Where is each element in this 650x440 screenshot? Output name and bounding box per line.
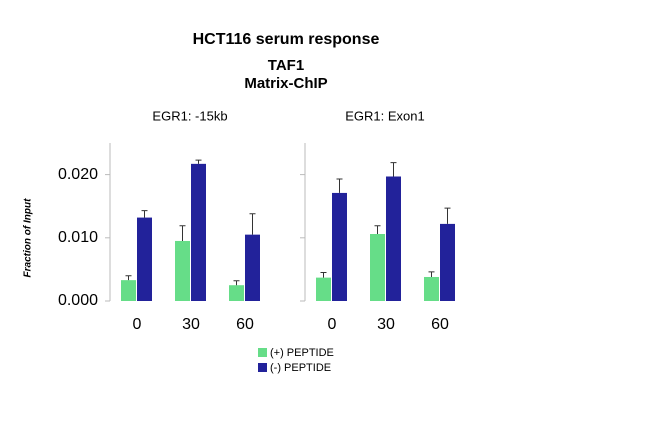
- error-bar: [195, 159, 202, 164]
- error-bar: [336, 178, 343, 193]
- bar: [386, 176, 401, 301]
- x-tick-label: 60: [236, 316, 254, 333]
- bar: [175, 240, 190, 301]
- bar: [137, 217, 152, 301]
- panel-title: EGR1: Exon1: [345, 108, 425, 123]
- error-bar: [444, 207, 451, 224]
- x-tick-label: 0: [133, 316, 142, 333]
- y-tick-label: 0.000: [58, 292, 98, 309]
- y-tick-label: 0.010: [58, 229, 98, 246]
- error-bar: [125, 275, 132, 281]
- error-bar: [141, 210, 148, 218]
- legend-label: (+) PEPTIDE: [270, 347, 334, 359]
- y-axis-label: Fraction of Input: [23, 198, 34, 278]
- error-bar: [374, 225, 381, 235]
- bar: [316, 277, 331, 301]
- bar: [440, 223, 455, 301]
- error-bar: [249, 213, 256, 235]
- error-bar: [428, 271, 435, 277]
- x-tick-label: 30: [182, 316, 200, 333]
- x-tick-label: 30: [377, 316, 395, 333]
- error-bar: [233, 280, 240, 286]
- error-bar: [320, 272, 327, 278]
- chart-subtitle: TAF1: [268, 57, 304, 74]
- bar: [191, 163, 206, 301]
- chart-title: HCT116 serum response: [193, 31, 380, 48]
- x-tick-label: 60: [431, 316, 449, 333]
- bar: [121, 280, 136, 301]
- bar: [245, 234, 260, 301]
- error-bar: [390, 162, 397, 177]
- chart-subtitle: Matrix-ChIP: [244, 75, 327, 92]
- bar: [424, 276, 439, 301]
- y-tick-label: 0.020: [58, 166, 98, 183]
- x-tick-label: 0: [328, 316, 337, 333]
- legend-swatch: [258, 363, 267, 372]
- bar: [332, 192, 347, 301]
- legend-label: (-) PEPTIDE: [270, 362, 331, 374]
- panel-title: EGR1: -15kb: [152, 108, 227, 123]
- error-bar: [179, 225, 186, 241]
- bar: [370, 234, 385, 301]
- legend-swatch: [258, 348, 267, 357]
- bar: [229, 285, 244, 301]
